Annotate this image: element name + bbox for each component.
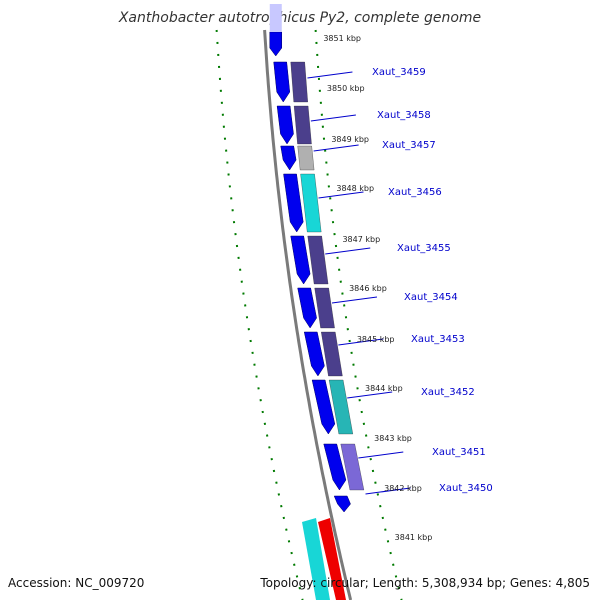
gene-arrow (323, 443, 347, 491)
gene-arrow (276, 105, 294, 145)
gene-label-leader (325, 247, 371, 255)
cog-category-block (307, 235, 329, 285)
kbp-tick-label: 3844 kbp (365, 384, 403, 393)
cog-category-block (314, 287, 335, 329)
gene-label: Xaut_3451 (432, 447, 486, 458)
gene-arrow (311, 379, 336, 435)
kbp-tick-label: 3849 kbp (331, 135, 369, 144)
gene-arrow (303, 331, 325, 377)
gene-arrow (333, 495, 351, 513)
gene-label-leader (313, 144, 359, 152)
gene-label-leader (310, 114, 356, 122)
kbp-tick-label: 3850 kbp (327, 84, 365, 93)
cog-category-block (328, 379, 354, 435)
kbp-tick-label: 3845 kbp (357, 335, 395, 344)
kbp-tick-label: 3843 kbp (374, 434, 412, 443)
kbp-tick-label: 3848 kbp (336, 184, 374, 193)
gene-arrow-partial (269, 31, 283, 57)
gene-label: Xaut_3456 (388, 187, 442, 198)
gene-arrow (283, 173, 304, 233)
feature-cyan-bottom (302, 518, 330, 600)
accession-label: Accession: NC_009720 (8, 576, 145, 590)
cog-category-block (293, 105, 312, 145)
gene-arrow (273, 61, 291, 103)
gene-arrow (297, 287, 317, 329)
gene-label: Xaut_3453 (411, 334, 465, 345)
gene-label-leader (318, 191, 364, 199)
gene-label-leader (347, 391, 393, 399)
gene-arrow-faded (269, 4, 282, 32)
gene-label-leader (365, 487, 411, 495)
kbp-tick-label: 3842 kbp (384, 484, 422, 493)
cog-category-block (297, 145, 315, 171)
gene-label: Xaut_3454 (404, 292, 458, 303)
kbp-tick-label: 3846 kbp (349, 284, 387, 293)
kbp-tick-label: 3851 kbp (323, 34, 361, 43)
gene-label: Xaut_3455 (397, 243, 451, 254)
gene-label-leader (331, 296, 378, 304)
genome-summary: Topology: circular; Length: 5,308,934 bp… (260, 576, 590, 590)
gene-label-leader (358, 451, 404, 459)
cog-category-block (321, 331, 343, 377)
cog-category-block (300, 173, 322, 233)
genome-backbone (263, 29, 353, 600)
gene-label-leader (338, 338, 384, 346)
cog-category-block (290, 61, 308, 103)
kbp-tick-label: 3841 kbp (395, 533, 433, 542)
cog-category-block (340, 443, 365, 491)
kbp-tick-label: 3847 kbp (342, 235, 380, 244)
gene-label: Xaut_3457 (382, 140, 436, 151)
gene-label: Xaut_3458 (377, 110, 431, 121)
map-title: Xanthobacter autotrophicus Py2, complete… (118, 10, 482, 26)
gene-label: Xaut_3452 (421, 387, 475, 398)
gene-label: Xaut_3459 (372, 67, 426, 78)
gene-arrow (290, 235, 311, 285)
gene-arrow (280, 145, 297, 171)
feature-red-bottom (318, 518, 346, 600)
gene-label-leader (307, 71, 353, 79)
gene-label: Xaut_3450 (439, 483, 493, 494)
